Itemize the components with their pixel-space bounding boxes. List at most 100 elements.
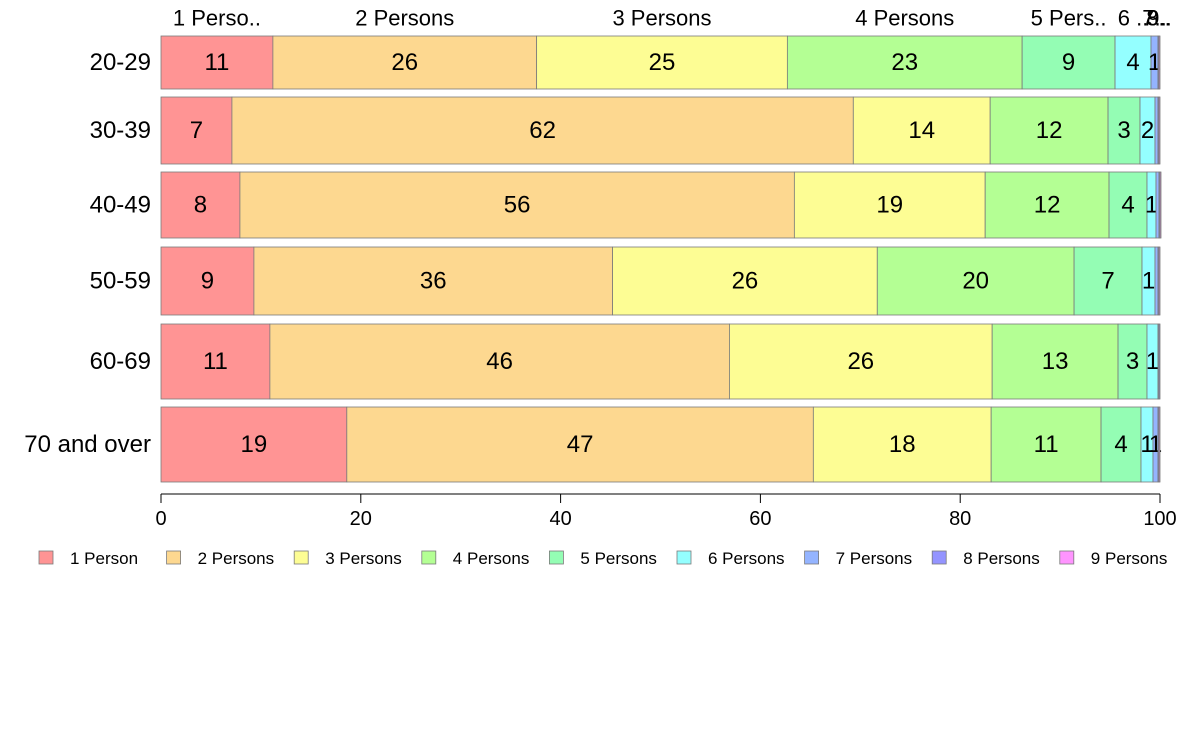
bar-20-29-6-persons bbox=[1114, 35, 1152, 90]
value-label: 8 bbox=[194, 192, 207, 219]
bar-50-59-9-persons bbox=[1158, 246, 1161, 316]
value-label: 13 bbox=[1042, 348, 1069, 375]
bar-40-49-5-persons bbox=[1108, 171, 1148, 239]
bar-70-and-over-3-persons bbox=[812, 406, 992, 483]
value-label: 26 bbox=[391, 49, 418, 76]
bar-60-69-4-persons bbox=[991, 323, 1119, 400]
x-axis: 0 20 40 60 80 100 bbox=[155, 493, 1177, 530]
value-label: 1 bbox=[1146, 348, 1159, 375]
value-label: 9 bbox=[1062, 49, 1075, 76]
legend-label-2-persons: 2 Persons bbox=[198, 549, 275, 568]
bar-70-and-over-4-persons bbox=[990, 406, 1102, 483]
bar-40-49-2-persons bbox=[239, 171, 795, 239]
x-tick-label: 40 bbox=[549, 508, 571, 530]
value-label: 7 bbox=[1101, 268, 1114, 295]
value-label: 20 bbox=[962, 268, 989, 295]
bar-50-59-2-persons bbox=[253, 246, 613, 316]
value-label: 12 bbox=[1036, 117, 1063, 144]
value-label: 19 bbox=[241, 431, 268, 458]
bar-20-29-9-persons bbox=[1158, 35, 1161, 90]
value-label: 4 bbox=[1114, 431, 1127, 458]
value-label: 3 bbox=[1126, 348, 1139, 375]
bars: 11 26 25 23 9 4 17 62 14 12 3 28 56 19 12 4 19 36 26 20 7 111… bbox=[160, 35, 1162, 483]
top-label-9-persons: 9.. bbox=[1147, 6, 1171, 31]
value-label: 26 bbox=[847, 348, 874, 375]
legend-swatch-5-persons bbox=[549, 550, 564, 565]
legend: 1 Person 2 Persons 3 Persons 4 Persons 5 Per… bbox=[38, 549, 1167, 568]
top-label-2-persons: 2 Persons bbox=[355, 6, 454, 31]
value-label: 47 bbox=[567, 431, 594, 458]
bar-40-49-3-persons bbox=[793, 171, 986, 239]
category-label-70-and-over: 70 and over bbox=[24, 431, 151, 458]
value-label: 4 bbox=[1126, 49, 1139, 76]
legend-swatch-3-persons bbox=[293, 550, 309, 565]
value-label: 19 bbox=[876, 192, 903, 219]
bar-60-69-8-persons bbox=[1158, 323, 1161, 400]
top-label-6-persons: 6 .. bbox=[1118, 6, 1149, 31]
value-label: 12 bbox=[1034, 192, 1061, 219]
legend-swatch-7-persons bbox=[804, 550, 819, 565]
legend-label-8-persons: 8 Persons bbox=[963, 549, 1040, 568]
bar-40-49-9-persons bbox=[1159, 171, 1162, 239]
bar-40-49-4-persons bbox=[984, 171, 1110, 239]
bar-20-29-4-persons bbox=[786, 35, 1023, 90]
value-label: 11 bbox=[1034, 431, 1059, 458]
value-label: 11 bbox=[203, 348, 228, 375]
legend-label-5-persons: 5 Persons bbox=[580, 549, 657, 568]
value-label: 36 bbox=[420, 268, 447, 295]
value-label: 56 bbox=[504, 192, 531, 219]
value-label: 4 bbox=[1121, 192, 1134, 219]
value-label: 11 bbox=[204, 49, 229, 76]
value-label: 26 bbox=[732, 268, 759, 295]
category-labels: 20-29 30-39 40-49 50-59 60-69 70 and over bbox=[24, 49, 151, 458]
legend-label-3-persons: 3 Persons bbox=[325, 549, 402, 568]
top-series-labels: 1 Perso.. 2 Persons 3 Persons 4 Persons 5 Pe… bbox=[173, 6, 1172, 31]
top-label-7-persons: 7.. bbox=[1142, 6, 1166, 31]
bar-50-59-1-person bbox=[160, 246, 255, 316]
top-label-1-person: 1 Perso.. bbox=[173, 6, 261, 31]
category-label-40-49: 40-49 bbox=[90, 192, 151, 219]
value-label: 1 bbox=[1145, 192, 1158, 219]
legend-label-6-persons: 6 Persons bbox=[708, 549, 785, 568]
value-label: 9 bbox=[201, 268, 214, 295]
bar-70-and-over-2-persons bbox=[346, 406, 814, 483]
bar-20-29-3-persons bbox=[536, 35, 788, 90]
bar-50-59-7-persons bbox=[1154, 246, 1159, 316]
bar-60-69-3-persons bbox=[729, 323, 993, 400]
value-label: 18 bbox=[889, 431, 916, 458]
bar-50-59-5-persons bbox=[1073, 246, 1143, 316]
bar-30-39-3-persons bbox=[852, 96, 991, 165]
bar-30-39-9-persons bbox=[1158, 96, 1161, 165]
value-label: 2 bbox=[1141, 117, 1154, 144]
bar-40-49-7-persons bbox=[1155, 171, 1160, 239]
value-label: 23 bbox=[891, 49, 918, 76]
value-label: 62 bbox=[529, 117, 556, 144]
legend-swatch-4-persons bbox=[421, 550, 437, 565]
category-label-60-69: 60-69 bbox=[90, 348, 151, 375]
bar-70-and-over-9-persons bbox=[1158, 406, 1161, 483]
value-label: 14 bbox=[908, 117, 935, 144]
bar-30-39-7-persons bbox=[1154, 96, 1159, 165]
top-label-4-persons: 4 Persons bbox=[855, 6, 954, 31]
category-label-30-39: 30-39 bbox=[90, 117, 151, 144]
top-label-5-persons: 5 Pers.. bbox=[1031, 6, 1107, 31]
value-label: 7 bbox=[190, 117, 203, 144]
legend-label-7-persons: 7 Persons bbox=[836, 549, 913, 568]
legend-swatch-2-persons bbox=[166, 550, 182, 565]
x-tick-label: 100 bbox=[1143, 508, 1176, 530]
x-tick-label: 80 bbox=[949, 508, 971, 530]
bar-20-29-2-persons bbox=[272, 35, 538, 90]
bar-60-69-1-person bbox=[160, 323, 271, 400]
legend-label-4-persons: 4 Persons bbox=[453, 549, 530, 568]
bar-30-39-1-person bbox=[160, 96, 233, 165]
legend-swatch-6-persons bbox=[676, 550, 692, 565]
bar-60-69-2-persons bbox=[269, 323, 730, 400]
bar-20-29-5-persons bbox=[1021, 35, 1116, 90]
bar-40-49-1-person bbox=[160, 171, 241, 239]
category-label-20-29: 20-29 bbox=[90, 49, 151, 76]
x-tick-label: 0 bbox=[155, 508, 166, 530]
value-label: 1 bbox=[1142, 268, 1155, 295]
value-label: 3 bbox=[1117, 117, 1130, 144]
top-label-3-persons: 3 Persons bbox=[612, 6, 711, 31]
